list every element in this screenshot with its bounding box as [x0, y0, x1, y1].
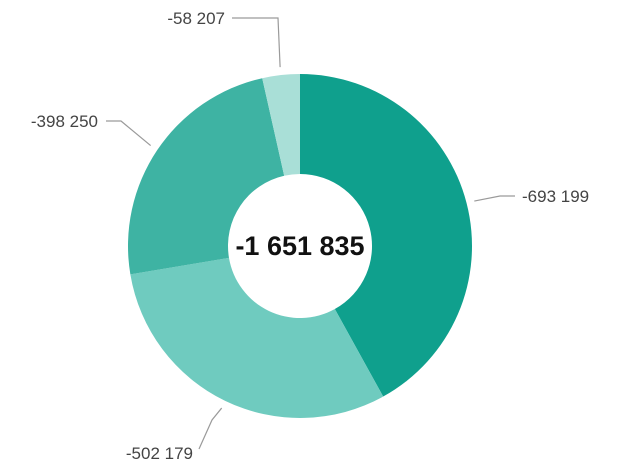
- slice-value-label: -398 250: [31, 112, 98, 131]
- donut-slice: [128, 78, 285, 275]
- donut-slice: [130, 257, 384, 418]
- slice-value-label: -502 179: [126, 444, 193, 463]
- slice-value-label: -58 207: [167, 9, 225, 28]
- slice-labels: -693 199 -502 179 -398 250 -58 207: [31, 9, 589, 463]
- leader-lines: [106, 17, 515, 450]
- leader-line: [198, 407, 223, 450]
- leader-line: [474, 195, 515, 202]
- donut-slice: [300, 74, 472, 397]
- leader-line: [232, 17, 281, 68]
- leader-line: [106, 120, 152, 147]
- total-value-label: -1 651 835: [235, 231, 364, 261]
- slice-value-label: -693 199: [522, 187, 589, 206]
- donut-slices: [128, 74, 472, 418]
- donut-slice: [262, 74, 300, 176]
